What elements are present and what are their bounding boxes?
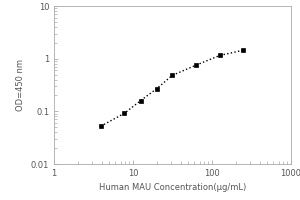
X-axis label: Human MAU Concentration(μg/mL): Human MAU Concentration(μg/mL) — [99, 183, 246, 192]
Y-axis label: OD=450 nm: OD=450 nm — [16, 59, 25, 111]
